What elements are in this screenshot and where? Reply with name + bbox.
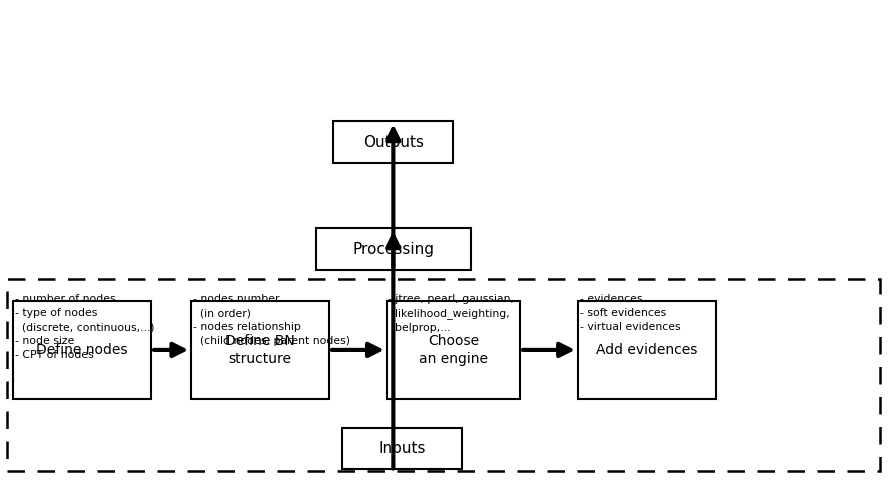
Text: Add evidences: Add evidences: [596, 343, 698, 357]
Text: - nodes number
  (in order)
- nodes relationship
  (child nodes, parent nodes): - nodes number (in order) - nodes relati…: [193, 294, 350, 346]
Text: Choose
an engine: Choose an engine: [419, 334, 488, 365]
FancyBboxPatch shape: [316, 228, 471, 270]
Text: Inputs: Inputs: [379, 441, 426, 456]
FancyBboxPatch shape: [191, 301, 329, 399]
FancyBboxPatch shape: [333, 122, 453, 163]
Text: Outputs: Outputs: [363, 135, 424, 150]
FancyBboxPatch shape: [342, 428, 462, 469]
FancyBboxPatch shape: [578, 301, 716, 399]
Text: - number of nodes
- type of nodes
  (discrete, continuous,...)
- node size
- CPT: - number of nodes - type of nodes (discr…: [15, 294, 155, 360]
Text: Define nodes: Define nodes: [36, 343, 128, 357]
FancyBboxPatch shape: [13, 301, 151, 399]
Text: Define BN
structure: Define BN structure: [225, 334, 295, 365]
Text: - evidences
- soft evidences
- virtual evidences: - evidences - soft evidences - virtual e…: [580, 294, 680, 332]
Text: Processing: Processing: [352, 242, 435, 257]
FancyBboxPatch shape: [387, 301, 520, 399]
Text: - jtree, pearl, gaussian,
  likelihood_weighting,
  belprop,...: - jtree, pearl, gaussian, likelihood_wei…: [388, 294, 515, 333]
